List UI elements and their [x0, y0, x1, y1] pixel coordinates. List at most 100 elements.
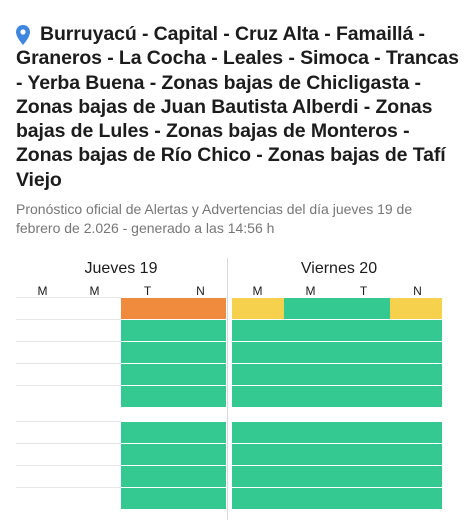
alert-cell: [337, 422, 390, 443]
alert-cell: [284, 386, 337, 407]
alert-cell: [284, 444, 337, 465]
row-divider: [16, 363, 121, 364]
alert-cell: [174, 466, 226, 487]
alert-row: [232, 320, 442, 341]
alert-cell: [337, 444, 390, 465]
alert-cell: [284, 422, 337, 443]
alert-cell: [16, 422, 68, 443]
period-label: M: [252, 284, 263, 298]
alert-cell: [68, 488, 121, 509]
alert-cell: [68, 422, 121, 443]
alert-cell: [174, 488, 226, 509]
alert-row: [232, 444, 442, 465]
alert-cell: [121, 342, 174, 363]
alert-cell: [16, 488, 68, 509]
alert-cell: [68, 466, 121, 487]
alert-cell: [174, 364, 226, 385]
row-divider: [16, 487, 121, 488]
alert-row: [16, 488, 226, 509]
row-divider: [16, 443, 121, 444]
alert-cell: [284, 342, 337, 363]
alert-cell: [337, 364, 390, 385]
alert-row: [232, 364, 442, 385]
location-header: Burruyacú - Capital - Cruz Alta - Famail…: [16, 22, 460, 192]
alert-row: [232, 488, 442, 509]
alert-cell: [284, 364, 337, 385]
alert-cell: [232, 342, 284, 363]
alert-cell: [232, 444, 284, 465]
alert-cell: [390, 444, 442, 465]
alert-cell: [284, 488, 337, 509]
period-label: M: [37, 284, 48, 298]
alert-row: [232, 466, 442, 487]
period-label: T: [143, 284, 152, 298]
alert-cell: [121, 488, 174, 509]
forecast-subtitle: Pronóstico oficial de Alertas y Adverten…: [16, 201, 413, 236]
alert-cell: [121, 444, 174, 465]
alert-cell: [390, 298, 442, 319]
alert-row: [16, 444, 226, 465]
alert-row: [16, 320, 226, 341]
alert-cell: [232, 488, 284, 509]
alert-cell: [284, 298, 337, 319]
alert-cell: [174, 298, 226, 319]
alert-cell: [16, 386, 68, 407]
alert-cell: [121, 320, 174, 341]
row-divider: [16, 297, 121, 298]
period-label: N: [413, 284, 422, 298]
alert-cell: [174, 342, 226, 363]
alert-cell: [232, 364, 284, 385]
alert-cell: [16, 364, 68, 385]
alert-cell: [232, 298, 284, 319]
row-divider: [16, 421, 121, 422]
alert-cell: [284, 320, 337, 341]
period-label: M: [89, 284, 100, 298]
alert-cell: [121, 466, 174, 487]
alert-cell: [174, 444, 226, 465]
alert-row: [232, 298, 442, 319]
alert-row: [16, 342, 226, 363]
alert-cell: [337, 488, 390, 509]
alert-cell: [68, 320, 121, 341]
alert-cell: [284, 466, 337, 487]
alert-cell: [337, 342, 390, 363]
alert-cell: [174, 320, 226, 341]
day-separator: [227, 258, 228, 520]
location-pin-icon: [16, 25, 30, 45]
alert-grid: Jueves 19 Viernes 20 M M T N M M T N: [16, 258, 444, 520]
alert-cell: [121, 422, 174, 443]
alert-cell: [390, 422, 442, 443]
alert-cell: [390, 488, 442, 509]
alert-row: [16, 298, 226, 319]
alert-row: [16, 364, 226, 385]
alert-cell: [16, 466, 68, 487]
day-label-viernes: Viernes 20: [300, 260, 378, 277]
alert-cell: [16, 320, 68, 341]
alert-row: [16, 466, 226, 487]
day-label-jueves: Jueves 19: [84, 260, 158, 277]
alert-cell: [390, 466, 442, 487]
alert-cell: [16, 342, 68, 363]
alert-cell: [68, 364, 121, 385]
alert-row: [16, 422, 226, 443]
alert-row: [232, 422, 442, 443]
alert-cell: [174, 386, 226, 407]
alert-cell: [232, 422, 284, 443]
alert-cell: [232, 466, 284, 487]
alert-cell: [68, 298, 121, 319]
period-label: M: [305, 284, 316, 298]
alert-cell: [390, 386, 442, 407]
row-divider: [16, 319, 121, 320]
alert-cell: [337, 466, 390, 487]
alert-cell: [337, 298, 390, 319]
alert-cell: [121, 386, 174, 407]
alert-cell: [68, 386, 121, 407]
alert-cell: [174, 422, 226, 443]
alert-row: [232, 342, 442, 363]
alert-cell: [121, 364, 174, 385]
alert-cell: [232, 386, 284, 407]
alert-cell: [232, 320, 284, 341]
alert-cell: [121, 298, 174, 319]
alert-cell: [390, 320, 442, 341]
location-title: Burruyacú - Capital - Cruz Alta - Famail…: [16, 23, 459, 191]
